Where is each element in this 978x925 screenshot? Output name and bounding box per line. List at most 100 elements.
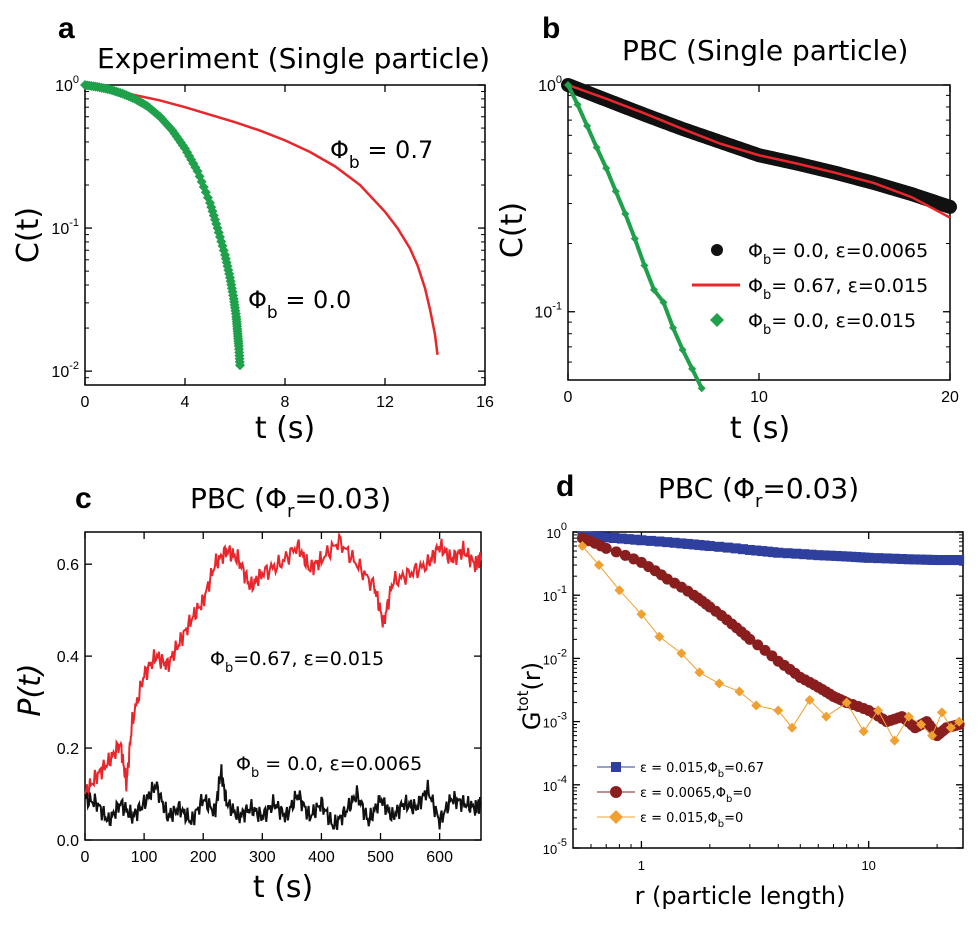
panel-c-annotation-black-main: Φ <box>236 753 251 775</box>
panel-d-legend-label-1-tail: =0 <box>732 786 751 801</box>
panel-b-series-2-point <box>649 285 658 294</box>
panel-a-ytick-label: 10-1 <box>51 217 79 238</box>
panel-d-series-2-point <box>694 667 705 678</box>
panel-a-xtick-label: 8 <box>281 394 290 411</box>
panel-d-legend-marker-0 <box>611 762 621 772</box>
panel-d-plot-frame <box>572 531 964 849</box>
panel-d-series-2-point <box>654 631 665 642</box>
panel-c-ytick-label: 0.0 <box>57 833 79 850</box>
panel-d-series-0-point <box>714 541 725 552</box>
panel-b-legend-label-0-sub: b <box>763 253 771 268</box>
panel-d-series-0-point <box>730 543 741 554</box>
panel-d-series-2-point <box>889 735 900 746</box>
panel-d-series-0-point <box>676 538 687 549</box>
panel-a-plot-frame <box>84 84 486 386</box>
panel-b-xlabel: t (s) <box>730 411 790 446</box>
panel-d-series-0-point <box>910 554 921 565</box>
panel-d-series-0-point <box>768 547 779 558</box>
panel-d-title-main: PBC (Φ <box>658 472 755 505</box>
panel-a-axes: 0 4 8 12 16 100 10-1 10-2 <box>51 74 494 411</box>
panel-c-annotation-red: Φb=0.67, ε=0.015 <box>210 648 384 676</box>
panel-d-series-1-point <box>600 542 612 554</box>
panel-c-title: PBC (Φr=0.03) <box>190 482 391 522</box>
panel-b-series-2-point <box>669 323 678 332</box>
panel-d-series-2-point <box>636 609 647 620</box>
panel-b-title: PBC (Single particle) <box>622 34 908 67</box>
panel-d-legend-marker-2 <box>609 810 623 824</box>
panel-d-series-0-point <box>609 533 620 544</box>
panel-c-series-0-line <box>84 531 482 797</box>
panel-b-series-2-point <box>640 261 649 270</box>
panel-a-annotation-phi-00: Φb = 0.0 <box>248 286 351 323</box>
panel-d-series-0-point <box>699 540 710 551</box>
panel-a-xtick-label: 16 <box>476 394 494 411</box>
panel-d-series-0-point <box>757 546 768 557</box>
panel-d-series-0-point <box>645 535 656 546</box>
panel-b-series-2-point <box>583 121 592 130</box>
panel-d-axes: 1 10 100 10-1 10-2 10-3 10-4 10-5 <box>543 521 963 873</box>
panel-d-series-2-point <box>593 560 604 571</box>
panel-d-legend-label-1: ε = 0.0065,Φb=0 <box>640 786 752 805</box>
panel-d: d PBC (Φr=0.03) 1 10 100 10-1 10-2 10-3 10-4 10… <box>514 470 965 910</box>
panel-c-ytick-label: 0.6 <box>57 557 79 574</box>
panel-d-ytick-label: 10-3 <box>543 711 567 731</box>
panel-b-xtick-label: 20 <box>941 389 959 406</box>
panel-b-plot-frame <box>567 84 951 381</box>
panel-d-series-0-point <box>825 550 836 561</box>
panel-c-xtick-label: 300 <box>249 849 276 866</box>
panel-d-series-0-point <box>831 550 842 561</box>
panel-d-legend-label-2-main: ε = 0.015,Φ <box>640 811 718 826</box>
panel-d-series-0-point <box>751 545 762 556</box>
panel-b-series-2-point <box>611 187 620 196</box>
panel-c-annotation-black: Φb = 0.0, ε=0.0065 <box>236 753 422 781</box>
panel-b-series-2-point <box>630 234 639 243</box>
panel-b-legend-label-1: Φb= 0.67, ε=0.015 <box>748 275 928 303</box>
panel-c-xtick-label: 0 <box>81 849 90 866</box>
panel-d-series-0-point <box>881 553 892 564</box>
panel-d-series <box>576 531 965 746</box>
panel-b-series-2-point <box>688 364 697 373</box>
panel-d-series-0-point <box>623 534 634 545</box>
panel-b-ytick-label: 10-1 <box>534 301 562 322</box>
panel-d-xtick-label: 10 <box>861 858 875 873</box>
panel-a-series-1-point <box>235 360 245 371</box>
panel-d-legend-label-2: ε = 0.015,Φb=0 <box>640 811 743 830</box>
panel-c: c PBC (Φr=0.03) 0 100 200 300 400 500 600 0.0 0.… <box>13 482 482 905</box>
panel-a-xlabel: t (s) <box>255 411 315 446</box>
panel-b: b PBC (Single particle) 0 10 20 100 10-1 t (… <box>495 12 959 446</box>
panel-d-series-2-point <box>804 694 815 705</box>
panel-d-legend-label-0-tail: =0.67 <box>724 761 764 776</box>
panel-c-label: c <box>75 482 92 515</box>
panel-d-series-1-point <box>610 546 622 558</box>
panel-d-series-1-point <box>619 549 631 561</box>
panel-b-legend: Φb= 0.0, ε=0.0065 Φb= 0.67, ε=0.015 Φb= … <box>692 240 928 338</box>
panel-c-ytick-label: 0.2 <box>57 741 79 758</box>
panel-a-xtick-label: 0 <box>81 394 90 411</box>
panel-d-series-0-point <box>616 533 627 544</box>
panel-b-series-2-point <box>678 345 687 354</box>
panel-d-legend-label-1-main: ε = 0.0065,Φ <box>640 786 726 801</box>
panel-d-series-2-point <box>927 730 938 741</box>
panel-b-series-2-point <box>592 143 601 152</box>
panel-a-xtick-label: 12 <box>376 394 394 411</box>
panel-d-series-0-point <box>688 539 699 550</box>
panel-a-label: a <box>58 12 75 45</box>
panel-d-series-0-point <box>813 550 824 561</box>
panel-d-series-0-point <box>694 539 705 550</box>
panel-d-series-0-point <box>819 550 830 561</box>
panel-a-annotation-phi-00-sub: b <box>267 303 278 323</box>
panel-c-series <box>84 531 482 831</box>
panel-b-legend-label-1-main: Φ <box>748 275 763 297</box>
panel-d-series-2-point <box>577 541 588 552</box>
panel-d-series-0-point <box>954 555 965 566</box>
panel-d-series-2-point <box>873 705 884 716</box>
panel-d-series-2-point <box>676 648 687 659</box>
panel-d-series-0-point <box>799 549 810 560</box>
panel-c-annotation-red-tail: =0.67, ε=0.015 <box>233 648 384 670</box>
panel-c-xtick-label: 600 <box>426 849 453 866</box>
panel-d-series-2-point <box>614 585 625 596</box>
panel-a-annotation-phi-00-main: Φ <box>248 286 267 314</box>
panel-d-series-0-point <box>773 547 784 558</box>
panel-c-xtick-label: 100 <box>131 849 158 866</box>
panel-a-ytick-label: 100 <box>55 74 79 95</box>
